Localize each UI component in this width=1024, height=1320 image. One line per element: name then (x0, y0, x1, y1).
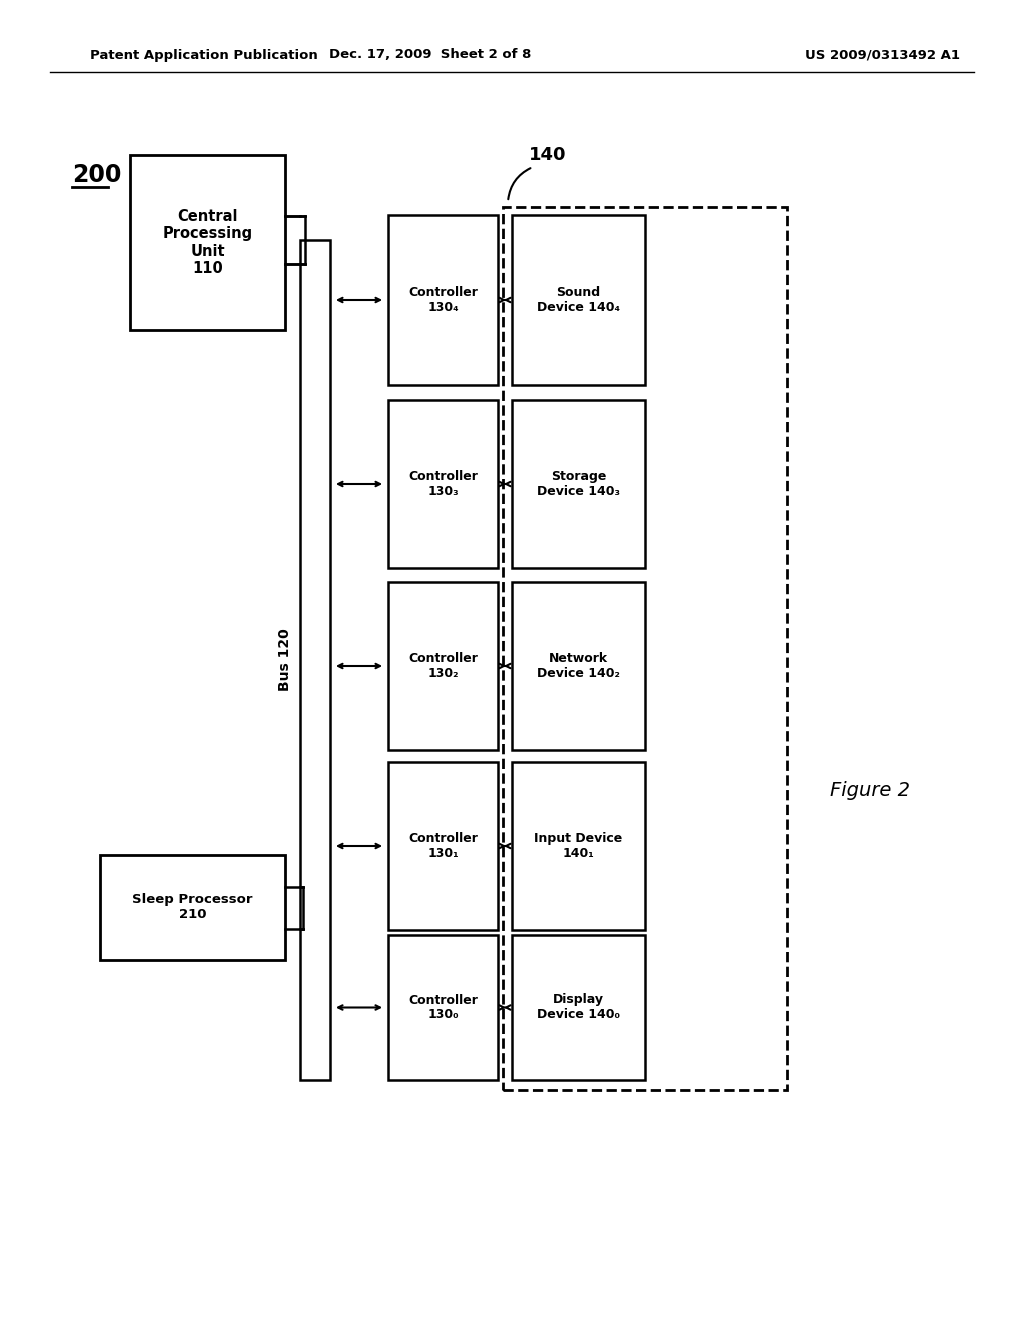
Text: Sleep Processor
210: Sleep Processor 210 (132, 894, 253, 921)
Text: Dec. 17, 2009  Sheet 2 of 8: Dec. 17, 2009 Sheet 2 of 8 (329, 49, 531, 62)
Text: US 2009/0313492 A1: US 2009/0313492 A1 (805, 49, 961, 62)
Bar (512, 400, 645, 568)
Text: Sound
Device 140₄: Sound Device 140₄ (537, 286, 620, 314)
Text: Patent Application Publication: Patent Application Publication (90, 49, 317, 62)
Bar (503, 207, 787, 1090)
Text: Controller
130₂: Controller 130₂ (408, 652, 478, 680)
Bar (130, 154, 285, 330)
Bar (388, 215, 498, 385)
Text: Controller
130₁: Controller 130₁ (408, 832, 478, 861)
Bar (300, 240, 330, 1080)
FancyArrowPatch shape (508, 168, 530, 199)
Bar (512, 935, 645, 1080)
Bar (512, 215, 645, 385)
Text: Controller
130₃: Controller 130₃ (408, 470, 478, 498)
Bar (388, 582, 498, 750)
Bar (512, 762, 645, 931)
Text: Central
Processing
Unit
110: Central Processing Unit 110 (163, 209, 253, 276)
Text: Network
Device 140₂: Network Device 140₂ (537, 652, 620, 680)
Text: Figure 2: Figure 2 (830, 780, 910, 800)
Bar (100, 855, 285, 960)
Bar (388, 935, 498, 1080)
Text: Storage
Device 140₃: Storage Device 140₃ (537, 470, 620, 498)
Bar (512, 582, 645, 750)
Text: Controller
130₀: Controller 130₀ (408, 994, 478, 1022)
Text: 200: 200 (72, 162, 122, 187)
Bar (388, 762, 498, 931)
Text: Bus 120: Bus 120 (278, 628, 292, 692)
Text: Controller
130₄: Controller 130₄ (408, 286, 478, 314)
Text: Input Device
140₁: Input Device 140₁ (535, 832, 623, 861)
Text: 140: 140 (529, 147, 566, 164)
Text: Display
Device 140₀: Display Device 140₀ (537, 994, 620, 1022)
Bar (388, 400, 498, 568)
